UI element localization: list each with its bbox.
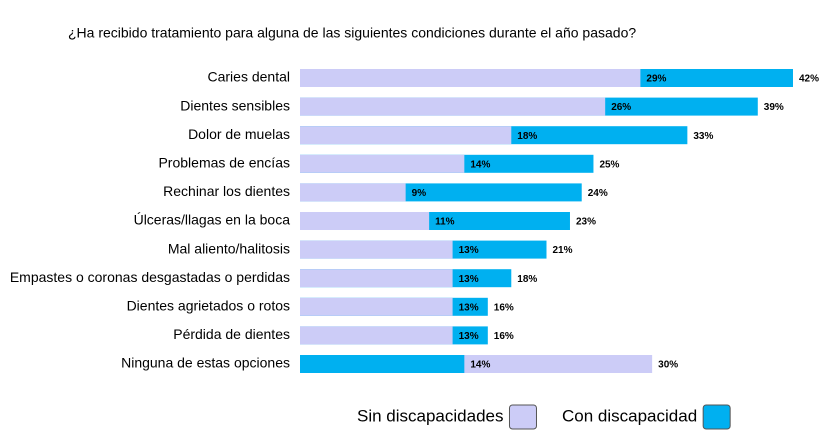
legend-label: Con discapacidad (562, 406, 697, 425)
legend-label: Sin discapacidades (357, 406, 503, 425)
bar (300, 97, 606, 116)
category-label: Úlceras/llagas en la boca (134, 212, 291, 228)
category-label: Mal aliento/halitosis (168, 240, 290, 256)
value-label: 42% (799, 74, 819, 85)
bar (300, 355, 465, 373)
legend-swatch (702, 404, 731, 430)
category-label: Empastes o coronas desgastadas o perdida… (10, 269, 290, 285)
value-label: 13% (459, 245, 479, 256)
bar (300, 297, 453, 316)
bar (300, 126, 512, 145)
value-label: 30% (658, 360, 678, 371)
value-label: 13% (459, 274, 479, 285)
value-label: 14% (470, 159, 490, 170)
category-label: Caries dental (208, 69, 291, 85)
chart-title: ¿Ha recibido tratamiento para alguna de … (68, 25, 636, 41)
value-label: 29% (646, 74, 666, 85)
value-label: 33% (693, 131, 713, 142)
value-label: 24% (588, 188, 608, 199)
bar (300, 269, 453, 288)
legend-swatch (508, 404, 537, 430)
category-label: Dientes sensibles (180, 97, 290, 113)
category-label: Dientes agrietados o rotos (127, 298, 290, 314)
value-label: 13% (459, 331, 479, 342)
bar (300, 212, 430, 230)
bar (300, 240, 453, 259)
value-label: 25% (599, 159, 619, 170)
value-label: 16% (494, 302, 514, 313)
value-label: 14% (470, 360, 490, 371)
bar (300, 183, 406, 202)
category-label: Problemas de encías (158, 155, 290, 171)
category-label: Dolor de muelas (188, 126, 290, 142)
value-label: 9% (412, 188, 427, 199)
category-label: Pérdida de dientes (173, 326, 290, 342)
bar (300, 154, 465, 173)
value-label: 13% (459, 302, 479, 313)
category-label: Rechinar los dientes (163, 183, 290, 199)
value-label: 23% (576, 217, 596, 228)
value-label: 18% (517, 274, 537, 285)
value-label: 18% (517, 131, 537, 142)
value-label: 26% (611, 102, 631, 113)
bar (300, 69, 641, 87)
bar (300, 326, 453, 345)
category-label: Ninguna de estas opciones (121, 355, 290, 371)
value-label: 21% (553, 245, 573, 256)
value-label: 39% (764, 102, 784, 113)
value-label: 16% (494, 331, 514, 342)
value-label: 11% (435, 217, 455, 228)
